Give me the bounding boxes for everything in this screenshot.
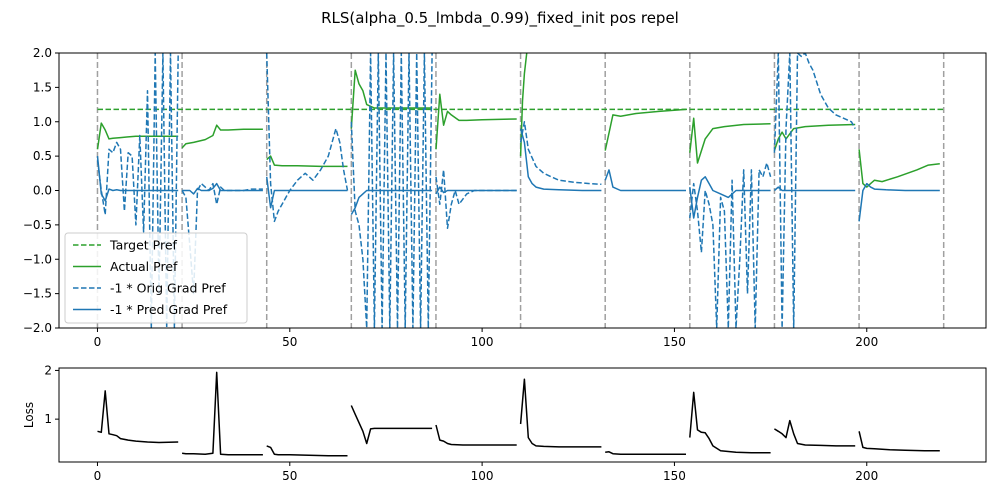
pref-series-line (182, 182, 263, 195)
loss-series-line (182, 371, 263, 456)
loss-series-line (605, 451, 686, 455)
pref-series-1 (96, 53, 940, 188)
x-tick-label: 0 (94, 469, 102, 483)
pref-series-line (181, 124, 263, 149)
pref-series-line (265, 53, 349, 223)
pref-series-line (519, 121, 602, 186)
y-tick-label: −1.0 (23, 252, 52, 266)
x-tick-label: 150 (663, 469, 686, 483)
pref-series-line (266, 155, 348, 168)
x-tick-label: 150 (663, 335, 686, 349)
pref-series-line (773, 186, 856, 192)
pref-series-line (519, 53, 528, 157)
pref-series-line (858, 182, 940, 222)
loss-series-line (689, 391, 771, 454)
x-tick-label: 100 (471, 335, 494, 349)
y-tick-label: −0.5 (23, 218, 52, 232)
x-tick-label: 50 (282, 335, 297, 349)
y-tick-label: 2.0 (33, 46, 52, 60)
pref-series-line (435, 169, 517, 230)
y-tick-label: 0.5 (33, 149, 52, 163)
pref-series-line (519, 128, 602, 192)
legend-label: -1 * Pred Grad Pref (110, 302, 228, 317)
pref-series-line (689, 162, 772, 328)
legend-label: Actual Pref (110, 259, 178, 274)
pref-series-3 (96, 128, 940, 222)
y-tick-label: 1 (44, 412, 52, 426)
loss-series-line (858, 431, 940, 452)
pref-series-line (350, 69, 433, 129)
y-tick-label: −1.5 (23, 287, 52, 301)
loss-y-axis-label: Loss (22, 402, 36, 428)
pref-series-line (96, 156, 179, 202)
pref-series-line (604, 169, 686, 192)
pref-series-line (858, 149, 940, 188)
pref-series-line (350, 189, 433, 215)
x-tick-label: 0 (94, 335, 102, 349)
pref-series-line (435, 93, 517, 150)
top-panel: 0 50 100 150 200 −2.0 −1.5 −1.0 −0.5 0.0 0.5 1.0 1.… (23, 46, 987, 349)
legend-label: Target Pref (109, 238, 178, 253)
x-tick-label: 100 (471, 469, 494, 483)
x-tick-label: 200 (855, 335, 878, 349)
loss-series-line (266, 445, 348, 457)
legend-box (64, 232, 248, 324)
pref-series-line (773, 53, 856, 328)
chart-title: RLS(alpha_0.5_lmbda_0.99)_fixed_init pos… (321, 9, 679, 28)
x-tick-label: 50 (282, 469, 297, 483)
loss-panel: 0 50 100 150 200 12 Loss (22, 363, 987, 483)
y-tick-label: 0.0 (33, 184, 52, 198)
loss-x-axis: 0 50 100 150 200 (94, 462, 878, 483)
loss-axes-frame (58, 367, 987, 463)
pref-series-line (435, 186, 517, 195)
legend-label: -1 * Orig Grad Pref (110, 281, 226, 296)
pref-series-line (689, 176, 771, 219)
y-tick-label: 1.5 (33, 80, 52, 94)
top-x-axis: 0 50 100 150 200 (94, 328, 878, 349)
loss-series-line (519, 378, 602, 448)
legend: Target Pref Actual Pref -1 * Orig Grad Pre… (64, 232, 248, 324)
x-tick-label: 200 (855, 469, 878, 483)
loss-series-line (350, 405, 433, 445)
loss-series-line (435, 424, 517, 446)
loss-series-0 (97, 371, 940, 457)
pref-series-line (96, 122, 179, 150)
pref-series-line (689, 117, 771, 164)
loss-y-axis: 12 (44, 363, 59, 426)
y-tick-label: −2.0 (23, 321, 52, 335)
loss-series-group (97, 371, 940, 457)
y-tick-label: 2 (44, 363, 52, 377)
loss-series-line (774, 419, 856, 447)
pref-series-line (604, 108, 687, 151)
top-y-axis: −2.0 −1.5 −1.0 −0.5 0.0 0.5 1.0 1.5 2.0 (23, 46, 59, 335)
y-tick-label: 1.0 (33, 115, 52, 129)
pref-series-line (265, 176, 348, 209)
loss-series-line (97, 390, 179, 444)
